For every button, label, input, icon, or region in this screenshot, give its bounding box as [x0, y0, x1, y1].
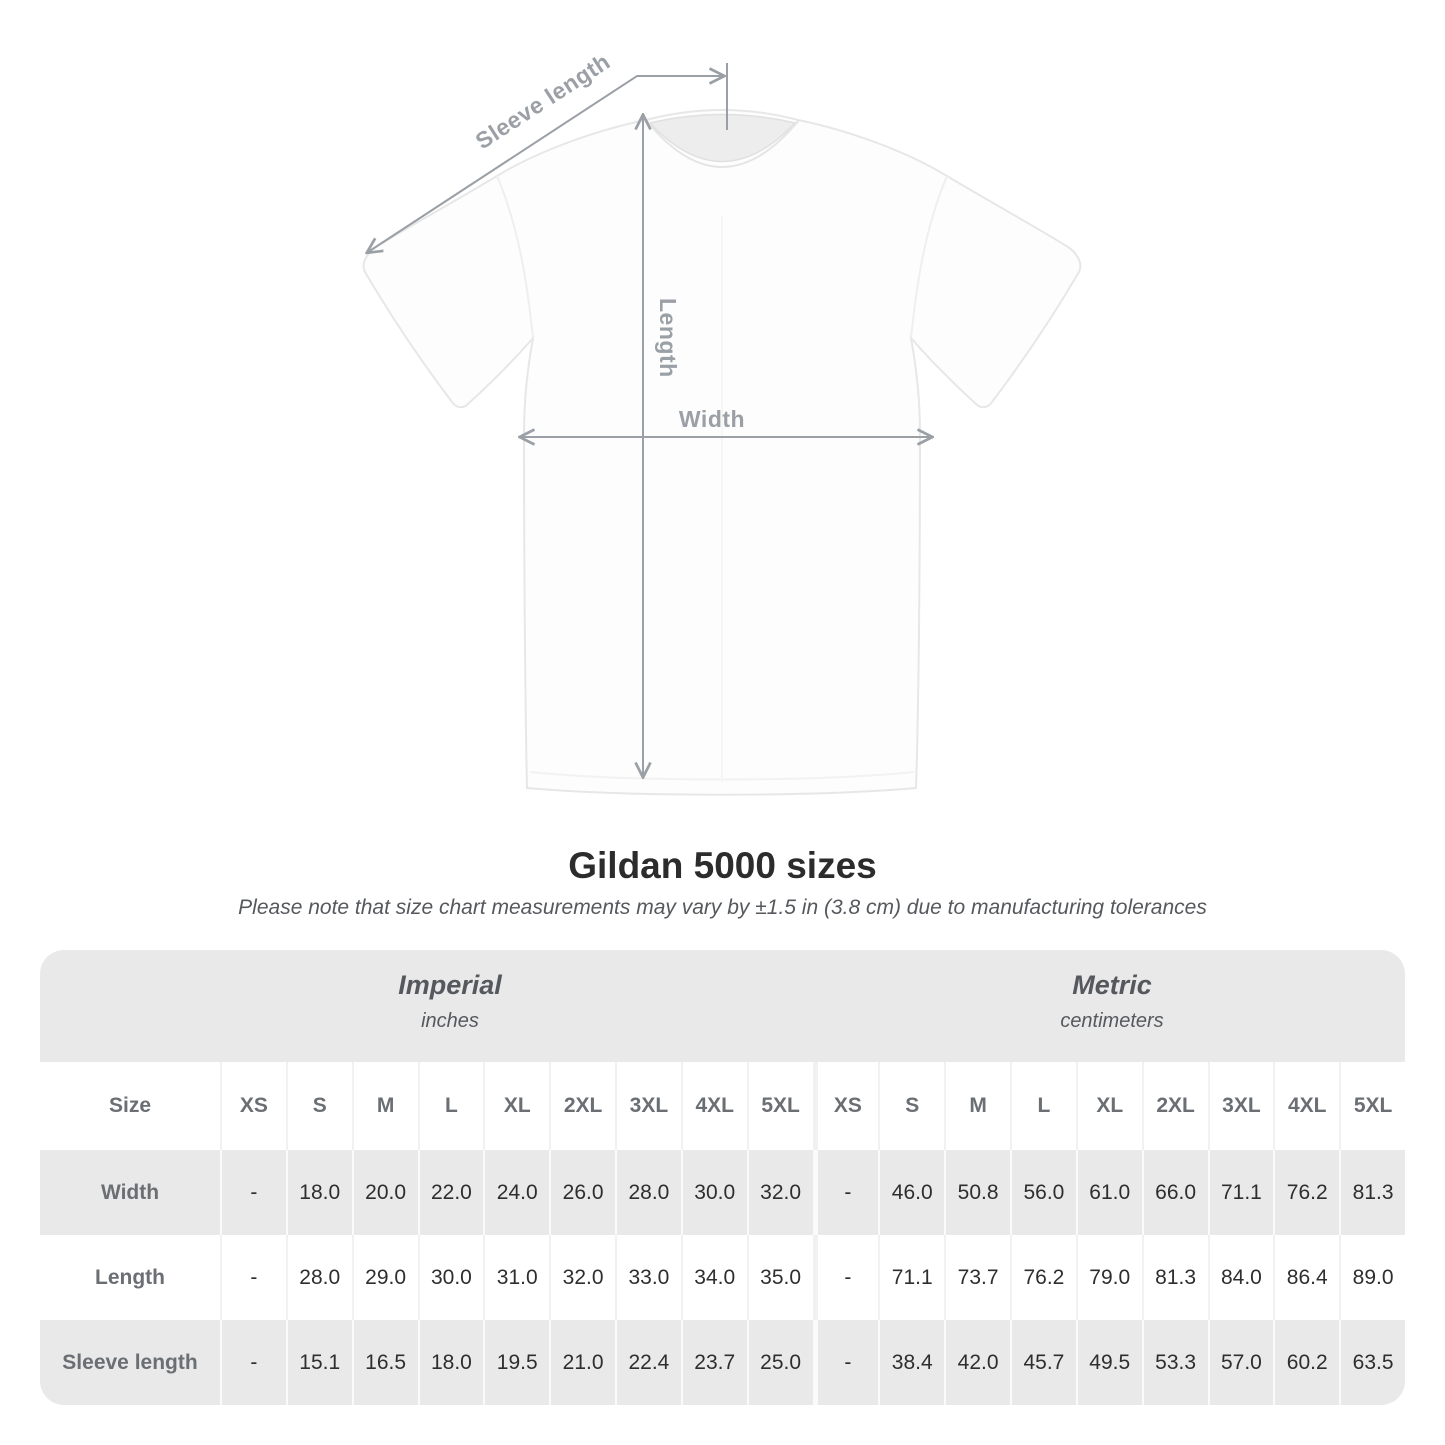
table-row-sleeve-length: Sleeve length -15.1 16.5 18.0 19.5 21.0 22.4 23… — [40, 1320, 1405, 1405]
width-value-cell: 46.0 — [878, 1150, 944, 1235]
imperial-section-label: Imperial — [398, 970, 502, 1000]
size-header-2xl: 2XL — [1141, 1062, 1208, 1150]
sleeve-length-value-cell: 57.0 — [1207, 1320, 1274, 1405]
width-value-cell: 66.0 — [1141, 1150, 1208, 1235]
tolerance-note: Please note that size chart measurements… — [238, 896, 1207, 919]
row-label-sleeve-length: Sleeve length — [62, 1350, 198, 1374]
row-label-width: Width — [100, 1180, 160, 1204]
length-value-cell: 89.0 — [1339, 1235, 1405, 1320]
width-value-cell: 81.3 — [1339, 1150, 1405, 1235]
size-header-4xl: 4XL — [680, 1062, 747, 1150]
sleeve-length-value-cell: 49.5 — [1075, 1320, 1142, 1405]
units-band: Imperial inches Metric centimeters — [40, 950, 1405, 1062]
width-value-cell: 30.0 — [680, 1150, 747, 1235]
sleeve-length-value-cell: 63.5 — [1339, 1320, 1405, 1405]
sleeve-length-value-cell: 16.5 — [351, 1320, 418, 1405]
width-value-cell: 71.1 — [1207, 1150, 1274, 1235]
width-value-cell: 24.0 — [483, 1150, 549, 1235]
length-dimension-label: Length — [655, 298, 681, 378]
width-value-cell: - — [220, 1150, 286, 1235]
size-column-header: Size — [108, 1094, 152, 1117]
length-value-cell: 84.0 — [1207, 1235, 1274, 1320]
length-value-cell: 32.0 — [549, 1235, 615, 1320]
sleeve-length-arrow — [368, 76, 723, 252]
sleeve-length-value-cell: 15.1 — [285, 1320, 352, 1405]
width-value-cell: 28.0 — [615, 1150, 681, 1235]
imperial-unit-label: inches — [421, 1010, 479, 1032]
width-value-cell: 76.2 — [1273, 1150, 1339, 1235]
sleeve-length-value-cell: - — [812, 1320, 879, 1405]
table-row-length: Length -28.0 29.0 30.0 31.0 32.0 33.0 34.0 35.0-… — [40, 1235, 1405, 1320]
tshirt-illustration — [362, 63, 1082, 796]
width-value-cell: 18.0 — [285, 1150, 352, 1235]
length-value-cell: 81.3 — [1141, 1235, 1208, 1320]
page-title: Gildan 5000 sizes — [568, 845, 877, 886]
length-value-cell: 76.2 — [1010, 1235, 1076, 1320]
tshirt-body — [362, 109, 1082, 796]
length-value-cell: 79.0 — [1075, 1235, 1142, 1320]
sleeve-length-value-cell: 60.2 — [1273, 1320, 1339, 1405]
size-header-3xl: 3XL — [615, 1062, 681, 1150]
tshirt-measurement-diagram: Sleeve length Length Width — [362, 48, 1082, 796]
length-value-cell: 29.0 — [351, 1235, 418, 1320]
length-value-cell: 33.0 — [615, 1235, 681, 1320]
length-value-cell: 30.0 — [417, 1235, 484, 1320]
sleeve-length-value-cell: 19.5 — [483, 1320, 549, 1405]
length-value-cell: - — [812, 1235, 879, 1320]
size-header-l: L — [1010, 1062, 1076, 1150]
size-header-3xl: 3XL — [1207, 1062, 1274, 1150]
size-header-xs: XS — [812, 1062, 879, 1150]
length-value-cell: 31.0 — [483, 1235, 549, 1320]
size-header-m: M — [944, 1062, 1010, 1150]
length-value-cell: 35.0 — [746, 1235, 813, 1320]
width-value-cell: - — [812, 1150, 879, 1235]
size-table: Imperial inches Metric centimeters Size X… — [40, 950, 1405, 1405]
row-label-length: Length — [95, 1265, 165, 1289]
length-value-cell: 73.7 — [944, 1235, 1010, 1320]
size-header-xl: XL — [1075, 1062, 1142, 1150]
sleeve-length-value-cell: 45.7 — [1010, 1320, 1076, 1405]
length-value-cell: 86.4 — [1273, 1235, 1339, 1320]
length-value-cell: 71.1 — [878, 1235, 944, 1320]
size-header-5xl: 5XL — [1339, 1062, 1405, 1150]
sleeve-length-value-cell: 38.4 — [878, 1320, 944, 1405]
length-value-cell: - — [220, 1235, 286, 1320]
sleeve-length-value-cell: 53.3 — [1141, 1320, 1208, 1405]
size-header-xs: XS — [220, 1062, 286, 1150]
table-body: Width -18.0 20.0 22.0 24.0 26.0 28.0 30.0 32.0-4… — [40, 1150, 1405, 1405]
sleeve-length-value-cell: 18.0 — [417, 1320, 484, 1405]
size-header-l: L — [417, 1062, 484, 1150]
sleeve-length-value-cell: 21.0 — [549, 1320, 615, 1405]
width-value-cell: 32.0 — [746, 1150, 813, 1235]
size-header-s: S — [285, 1062, 352, 1150]
metric-unit-label: centimeters — [1060, 1010, 1164, 1032]
sleeve-length-value-cell: 25.0 — [746, 1320, 813, 1405]
length-value-cell: 34.0 — [680, 1235, 747, 1320]
length-value-cell: 28.0 — [285, 1235, 352, 1320]
size-header-4xl: 4XL — [1273, 1062, 1339, 1150]
width-value-cell: 22.0 — [417, 1150, 484, 1235]
sleeve-length-value-cell: - — [220, 1320, 286, 1405]
width-value-cell: 50.8 — [944, 1150, 1010, 1235]
size-header-2xl: 2XL — [549, 1062, 615, 1150]
width-value-cell: 61.0 — [1075, 1150, 1142, 1235]
size-header-s: S — [878, 1062, 944, 1150]
size-header-m: M — [351, 1062, 418, 1150]
width-dimension-label: Width — [678, 406, 746, 432]
size-header-5xl: 5XL — [746, 1062, 813, 1150]
sleeve-length-value-cell: 42.0 — [944, 1320, 1010, 1405]
width-value-cell: 26.0 — [549, 1150, 615, 1235]
sleeve-length-value-cell: 22.4 — [615, 1320, 681, 1405]
table-header-row: Size XS S M L XL 2XL 3XL 4XL 5XL XS S M L XL 2XL 3XL 4XL 5… — [40, 1062, 1405, 1150]
width-value-cell: 20.0 — [351, 1150, 418, 1235]
sleeve-length-value-cell: 23.7 — [680, 1320, 747, 1405]
table-row-width: Width -18.0 20.0 22.0 24.0 26.0 28.0 30.0 32.0-4… — [40, 1150, 1405, 1235]
size-header-xl: XL — [483, 1062, 549, 1150]
width-value-cell: 56.0 — [1010, 1150, 1076, 1235]
metric-section-label: Metric — [1072, 970, 1152, 1000]
